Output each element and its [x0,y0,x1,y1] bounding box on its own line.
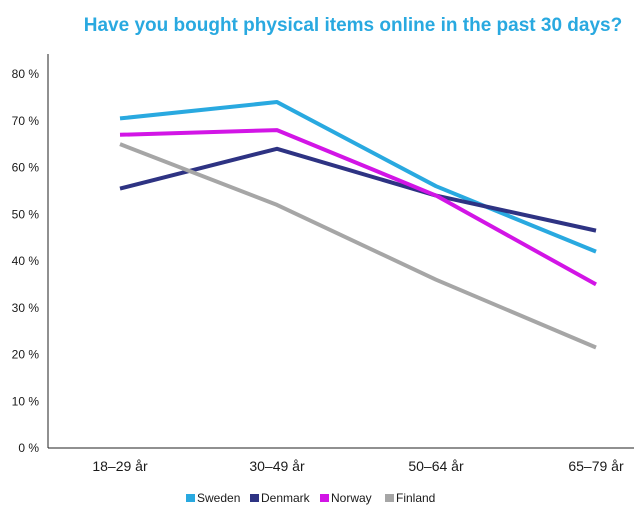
x-tick-label: 50–64 år [408,458,464,474]
legend-swatch-denmark [250,494,259,502]
x-tick-label: 30–49 år [249,458,305,474]
legend-label-sweden: Sweden [197,491,240,505]
y-axis: 0 % 10 % 20 % 30 % 40 % 50 % 60 % 70 % 80 % [12,54,49,455]
series-line-sweden [119,100,597,254]
y-tick-label: 70 % [12,114,40,128]
x-tick-label: 65–79 år [568,458,624,474]
series-layer [119,100,597,350]
legend: Sweden Denmark Norway Finland [186,491,435,505]
series-line-denmark [119,146,597,233]
series-line-norway [119,128,597,287]
y-tick-label: 10 % [12,394,40,408]
y-tick-label: 40 % [12,254,40,268]
legend-swatch-finland [385,494,394,502]
legend-label-norway: Norway [331,491,372,505]
x-axis: 18–29 år 30–49 år 50–64 år 65–79 år [48,447,634,474]
y-tick-label: 80 % [12,67,40,81]
x-tick-label: 18–29 år [92,458,148,474]
legend-label-finland: Finland [396,491,435,505]
series-line-finland [119,142,597,350]
y-tick-label: 50 % [12,207,40,221]
legend-swatch-norway [320,494,329,502]
y-tick-label: 30 % [12,301,40,315]
y-tick-label: 60 % [12,161,40,175]
chart-title: Have you bought physical items online in… [84,15,622,36]
y-tick-label: 0 % [18,441,39,455]
legend-swatch-sweden [186,494,195,502]
y-tick-label: 20 % [12,348,40,362]
legend-label-denmark: Denmark [261,491,311,505]
